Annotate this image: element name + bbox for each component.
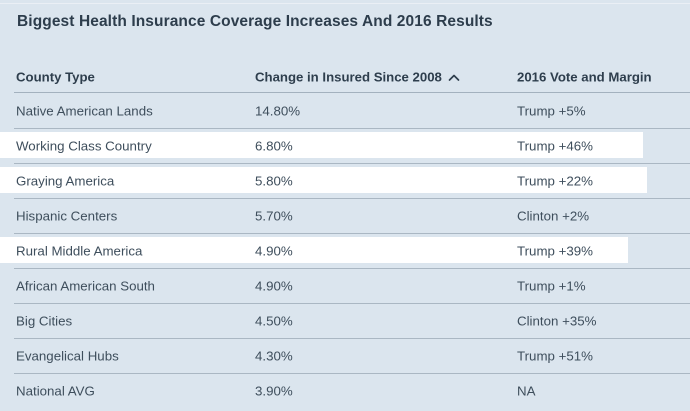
row-separator (14, 128, 690, 129)
coverage-table: County Type Change in Insured Since 2008… (0, 60, 690, 408)
cell-county-type: Working Class Country (16, 138, 152, 153)
cell-vote-margin: Trump +46% (517, 138, 593, 153)
row-highlight (0, 132, 643, 158)
table-row: Hispanic Centers 5.70% Clinton +2% (0, 198, 690, 233)
cell-change-insured: 4.90% (255, 243, 293, 258)
table-row: Rural Middle America 4.90% Trump +39% (0, 233, 690, 268)
cell-vote-margin: Trump +22% (517, 173, 593, 188)
cell-county-type: Evangelical Hubs (16, 348, 119, 363)
table-row: Graying America 5.80% Trump +22% (0, 163, 690, 198)
cell-county-type: Native American Lands (16, 103, 153, 118)
row-separator (14, 198, 690, 199)
row-separator (14, 303, 690, 304)
cell-vote-margin: Trump +5% (517, 103, 586, 118)
row-separator (14, 163, 690, 164)
column-header-vote-margin: 2016 Vote and Margin (517, 69, 652, 84)
row-separator (14, 338, 690, 339)
chevron-up-icon (448, 73, 460, 81)
cell-vote-margin: Trump +1% (517, 278, 586, 293)
column-header-change-insured-label: Change in Insured Since 2008 (255, 69, 442, 84)
cell-change-insured: 4.50% (255, 313, 293, 328)
row-highlight (0, 237, 628, 263)
cell-vote-margin: Trump +51% (517, 348, 593, 363)
cell-county-type: African American South (16, 278, 155, 293)
row-highlight (0, 167, 647, 193)
table-row: Big Cities 4.50% Clinton +35% (0, 303, 690, 338)
row-separator (14, 373, 690, 374)
table-body: Native American Lands 14.80% Trump +5% W… (0, 93, 690, 408)
cell-county-type: Rural Middle America (16, 243, 143, 258)
table-header: County Type Change in Insured Since 2008… (0, 60, 690, 93)
cell-vote-margin: NA (517, 383, 536, 398)
cell-vote-margin: Clinton +35% (517, 313, 597, 328)
cell-vote-margin: Trump +39% (517, 243, 593, 258)
cell-county-type: Graying America (16, 173, 115, 188)
cell-change-insured: 3.90% (255, 383, 293, 398)
cell-change-insured: 14.80% (255, 103, 301, 118)
cell-change-insured: 4.90% (255, 278, 293, 293)
column-header-county-type: County Type (16, 69, 95, 84)
table-row: Native American Lands 14.80% Trump +5% (0, 93, 690, 128)
cell-county-type: National AVG (16, 383, 95, 398)
row-separator (14, 233, 690, 234)
table-row: National AVG 3.90% NA (0, 373, 690, 408)
page-title: Biggest Health Insurance Coverage Increa… (17, 13, 493, 30)
cell-change-insured: 6.80% (255, 138, 293, 153)
table-row: Working Class Country 6.80% Trump +46% (0, 128, 690, 163)
table-row: African American South 4.90% Trump +1% (0, 268, 690, 303)
cell-change-insured: 5.80% (255, 173, 293, 188)
top-divider (0, 3, 690, 4)
column-header-change-insured[interactable]: Change in Insured Since 2008 (255, 69, 460, 84)
row-separator (14, 268, 690, 269)
cell-county-type: Big Cities (16, 313, 73, 328)
cell-vote-margin: Clinton +2% (517, 208, 590, 223)
cell-change-insured: 5.70% (255, 208, 293, 223)
table-row: Evangelical Hubs 4.30% Trump +51% (0, 338, 690, 373)
cell-change-insured: 4.30% (255, 348, 293, 363)
header-separator (14, 92, 690, 93)
cell-county-type: Hispanic Centers (16, 208, 118, 223)
